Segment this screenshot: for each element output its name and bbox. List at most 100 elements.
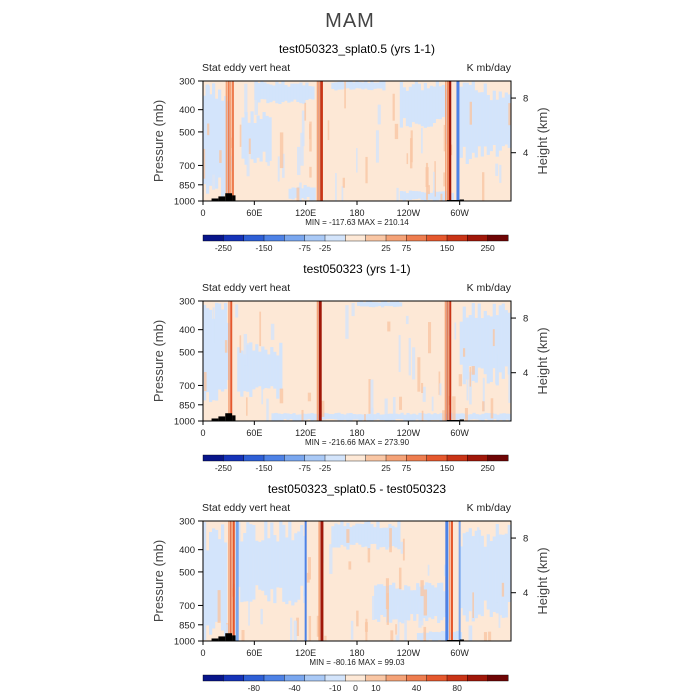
texture-cell [395, 624, 397, 635]
negative-cell [495, 523, 499, 614]
colorbar-swatch [284, 234, 306, 242]
negative-cell [416, 583, 420, 615]
colorbar-label: 250 [481, 243, 495, 253]
positive-column-edge [230, 521, 233, 641]
texture-cell [270, 323, 275, 340]
panel-right-label: K mb/day [467, 502, 512, 514]
texture-cell [260, 608, 263, 625]
texture-cell [296, 187, 300, 201]
texture-cell [342, 177, 345, 188]
negative-cell [471, 81, 475, 153]
negative-cell [257, 83, 261, 103]
negative-column [456, 81, 460, 201]
colorbar-swatch [406, 674, 428, 682]
texture-cell [502, 574, 505, 584]
negative-cell [262, 112, 266, 152]
negative-cell [273, 351, 277, 389]
texture-cell [495, 163, 499, 176]
colorbar-swatch [446, 674, 468, 682]
negative-cell [334, 82, 338, 91]
negative-cell [294, 533, 298, 603]
colorbar-swatch [406, 454, 428, 462]
x-tick-label: 60E [246, 208, 262, 218]
texture-cell [346, 529, 350, 543]
texture-cell [404, 617, 407, 641]
negative-cell [366, 301, 370, 307]
colorbar-swatch [365, 454, 387, 462]
negative-cell [279, 521, 283, 588]
negative-cell [411, 84, 415, 123]
x-tick-label: 120W [397, 648, 421, 658]
texture-cell [420, 127, 423, 154]
negative-cell [392, 582, 396, 620]
topography [232, 415, 236, 421]
negative-cell [291, 187, 295, 200]
negative-cell [465, 531, 469, 622]
negative-cell [486, 94, 490, 155]
panel-1: test050323_splat0.5 (yrs 1-1) Stat eddy v… [151, 42, 550, 253]
topography [446, 199, 460, 201]
negative-cell [487, 413, 491, 421]
colorbar-label: -25 [319, 243, 332, 253]
negative-cell [206, 308, 210, 393]
negative-cell [412, 413, 416, 421]
negative-cell [504, 310, 508, 367]
y-axis-label: Pressure (mb) [151, 100, 166, 182]
negative-cell [306, 186, 310, 197]
y-tick-label: 700 [179, 381, 195, 392]
negative-cell [274, 412, 278, 421]
negative-cell [378, 302, 382, 307]
negative-cell [267, 538, 271, 602]
y-tick-label: 1000 [174, 197, 195, 208]
negative-cell [331, 414, 335, 420]
negative-cell [495, 99, 499, 157]
y-tick-label: 1000 [174, 417, 195, 428]
topography [459, 419, 464, 421]
negative-cell [397, 414, 401, 420]
texture-cell [469, 101, 472, 125]
negative-cell [276, 541, 280, 588]
negative-cell [427, 413, 431, 421]
negative-cell [285, 537, 289, 605]
texture-cell [434, 161, 436, 197]
texture-cell [488, 631, 492, 641]
negative-cell [270, 522, 274, 590]
negative-cell [352, 414, 356, 420]
negative-cell [454, 413, 458, 421]
texture-cell [471, 366, 475, 375]
texture-cell [387, 321, 391, 332]
colorbar-swatch [467, 674, 489, 682]
negative-cell [243, 354, 247, 392]
data-field [203, 521, 511, 641]
texture-cell [368, 379, 371, 414]
negative-cell [404, 585, 408, 621]
colorbar-label: 0 [353, 683, 358, 693]
negative-cell [416, 633, 421, 640]
negative-cell [462, 82, 466, 147]
negative-cell [247, 122, 251, 152]
negative-cell [373, 414, 377, 420]
negative-cell [328, 414, 332, 419]
colorbar-swatch [324, 674, 346, 682]
y2-tick-label: 4 [523, 368, 528, 379]
y-axis-label: Pressure (mb) [151, 540, 166, 622]
negative-cell [263, 82, 267, 100]
negative-cell [455, 630, 460, 640]
negative-cell [305, 82, 309, 101]
negative-cell [431, 632, 436, 641]
negative-cell [408, 190, 412, 200]
texture-cell [308, 615, 312, 641]
texture-cell [203, 372, 207, 392]
positive-column [232, 521, 235, 641]
negative-cell [288, 521, 292, 601]
negative-cell [279, 342, 283, 390]
negative-cell [258, 351, 262, 387]
texture-cell [421, 610, 424, 626]
topography [211, 198, 219, 201]
negative-cell [382, 81, 386, 91]
negative-cell [437, 632, 442, 641]
negative-cell [493, 413, 497, 420]
texture-cell [359, 415, 363, 421]
colorbar-swatch [263, 234, 285, 242]
negative-cell [364, 414, 368, 421]
